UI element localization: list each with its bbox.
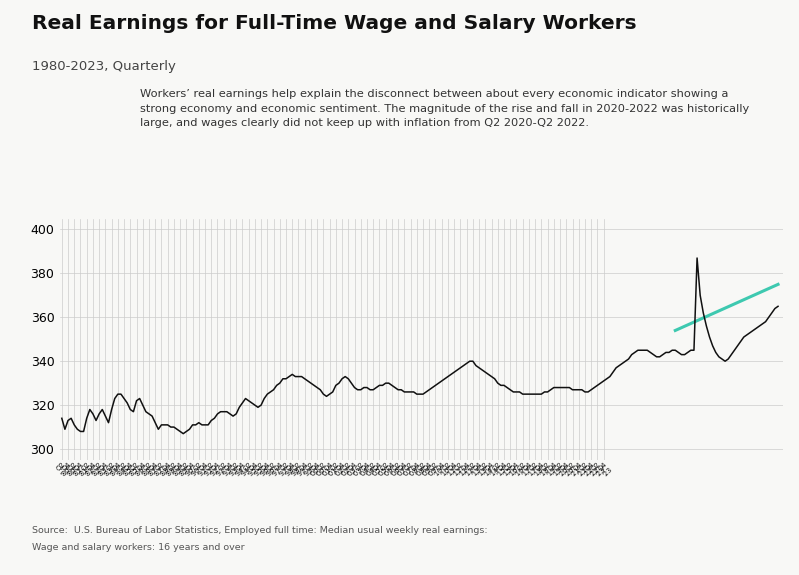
Text: 1980-2023, Quarterly: 1980-2023, Quarterly [32, 60, 176, 74]
Text: Wage and salary workers: 16 years and over: Wage and salary workers: 16 years and ov… [32, 543, 244, 553]
Text: Real Earnings for Full-Time Wage and Salary Workers: Real Earnings for Full-Time Wage and Sal… [32, 14, 637, 33]
Text: Workers’ real earnings help explain the disconnect between about every economic : Workers’ real earnings help explain the … [140, 89, 749, 128]
Text: Source:  U.S. Bureau of Labor Statistics, Employed full time: Median usual weekl: Source: U.S. Bureau of Labor Statistics,… [32, 526, 487, 535]
